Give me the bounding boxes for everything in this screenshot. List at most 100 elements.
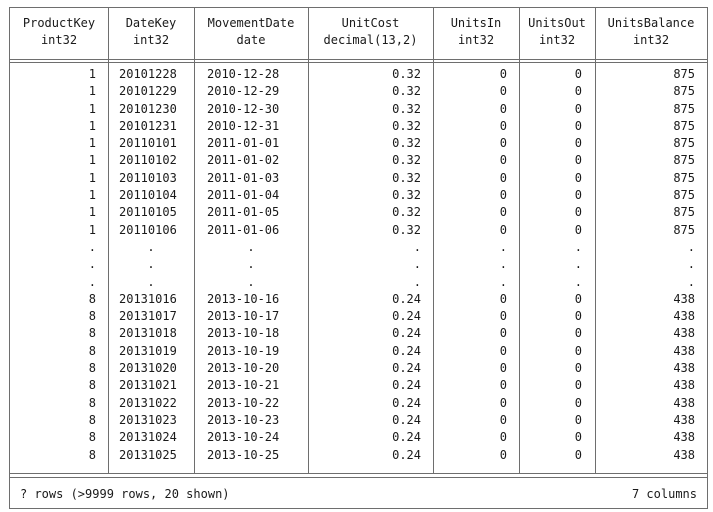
table-cell-productkey: 1 <box>88 188 96 203</box>
row-count-label: ? rows (>9999 rows, 20 shown) <box>20 487 230 501</box>
table-cell-movementdate: 2013-10-17 <box>207 309 280 324</box>
table-cell-datekey: . <box>147 257 155 272</box>
table-cell-unitcost: 0.32 <box>392 136 421 151</box>
table-cell-unitsbalance: 438 <box>673 378 695 393</box>
table-cell-unitsout: 0 <box>574 118 582 133</box>
table-cell-productkey: 8 <box>88 412 96 427</box>
column-count-label: 7 columns <box>631 487 697 501</box>
table-cell-unitsout: 0 <box>574 395 582 410</box>
table-cell-productkey: 1 <box>88 170 96 185</box>
table-cell-unitsout: 0 <box>574 361 582 376</box>
table-cell-movementdate: 2010-12-28 <box>207 67 280 81</box>
table-cell-movementdate: 2013-10-23 <box>207 412 280 427</box>
column-type: int32 <box>40 33 78 47</box>
table-cell-unitcost: 0.32 <box>392 118 421 133</box>
table-row: 8 20131025 2013-10-25 0.24 0 0 438 <box>10 447 707 464</box>
table-cell-productkey: 1 <box>88 205 96 220</box>
column-divider <box>308 8 309 473</box>
table-cell-unitsbalance: 875 <box>673 153 695 168</box>
table-cell-unitcost: 0.32 <box>392 101 421 116</box>
table-row: ....... <box>10 274 707 291</box>
table-cell-unitcost: 0.32 <box>392 67 421 81</box>
table-row: 1 20101228 2010-12-28 0.32 0 0 875 <box>10 66 707 83</box>
table-cell-datekey: . <box>147 239 155 254</box>
table-cell-unitsout: . <box>574 239 582 254</box>
table-cell-unitsbalance: 438 <box>673 447 695 462</box>
table-cell-productkey: 8 <box>88 430 96 445</box>
table-cell-unitsout: 0 <box>574 67 582 81</box>
table-cell-movementdate: 2011-01-01 <box>207 136 280 151</box>
column-header-datekey: DateKey int32 <box>108 8 194 59</box>
table-cell-movementdate: 2013-10-21 <box>207 378 280 393</box>
table-row: 1 20101229 2010-12-29 0.32 0 0 875 <box>10 83 707 100</box>
column-name: ProductKey <box>22 16 96 30</box>
table-row: 8 20131021 2013-10-21 0.24 0 0 438 <box>10 377 707 394</box>
table-cell-unitsin: 0 <box>499 395 507 410</box>
table-row: 8 20131024 2013-10-24 0.24 0 0 438 <box>10 429 707 446</box>
column-header-movementdate: MovementDate date <box>194 8 308 59</box>
table-cell-unitsin: 0 <box>499 136 507 151</box>
table-cell-productkey: 8 <box>88 309 96 324</box>
table-cell-unitcost: 0.24 <box>392 326 421 341</box>
column-type: date <box>236 33 266 47</box>
table-cell-unitsin: . <box>499 239 507 254</box>
table-cell-unitsbalance: . <box>687 239 695 254</box>
column-divider <box>108 8 109 473</box>
table-cell-unitsin: 0 <box>499 118 507 133</box>
column-name: UnitsIn <box>450 16 502 30</box>
column-divider <box>519 8 520 473</box>
table-cell-unitsin: 0 <box>499 67 507 81</box>
table-cell-unitcost: . <box>413 274 421 289</box>
table-cell-unitsout: 0 <box>574 170 582 185</box>
table-cell-unitcost: 0.24 <box>392 361 421 376</box>
table-cell-unitsin: 0 <box>499 101 507 116</box>
table-cell-unitsout: 0 <box>574 291 582 306</box>
table-cell-unitcost: 0.32 <box>392 153 421 168</box>
table-cell-unitsbalance: 875 <box>673 222 695 237</box>
footer-divider-top <box>10 473 707 474</box>
table-row: 1 20101230 2010-12-30 0.32 0 0 875 <box>10 101 707 118</box>
table-cell-unitsbalance: 875 <box>673 67 695 81</box>
table-cell-movementdate: 2013-10-20 <box>207 361 280 376</box>
table-cell-productkey: 1 <box>88 153 96 168</box>
table-cell-unitcost: 0.32 <box>392 170 421 185</box>
table-cell-unitsout: . <box>574 257 582 272</box>
table-cell-unitcost: 0.24 <box>392 447 421 462</box>
table-cell-movementdate: 2011-01-03 <box>207 170 280 185</box>
table-cell-datekey: 20101231 <box>119 118 177 133</box>
table-header: ProductKey int32 DateKey int32 MovementDate d… <box>10 8 707 59</box>
table-cell-unitsin: 0 <box>499 343 507 358</box>
table-cell-unitsbalance: 438 <box>673 395 695 410</box>
table-cell-unitcost: 0.24 <box>392 395 421 410</box>
table-cell-unitsin: 0 <box>499 430 507 445</box>
table-cell-productkey: 1 <box>88 101 96 116</box>
table-cell-unitsbalance: 438 <box>673 291 695 306</box>
table-cell-datekey: 20131025 <box>119 447 177 462</box>
table-cell-unitsin: 0 <box>499 188 507 203</box>
table-cell-datekey: 20131023 <box>119 412 177 427</box>
table-cell-unitsin: 0 <box>499 361 507 376</box>
column-header-unitsout: UnitsOut int32 <box>519 8 595 59</box>
table-row: 8 20131019 2013-10-19 0.24 0 0 438 <box>10 343 707 360</box>
table-cell-datekey: 20110105 <box>119 205 177 220</box>
table-row: 1 20110103 2011-01-03 0.32 0 0 875 <box>10 170 707 187</box>
table-cell-movementdate: 2013-10-22 <box>207 395 280 410</box>
table-cell-unitsbalance: 438 <box>673 309 695 324</box>
result-table: ProductKey int32 DateKey int32 MovementDate d… <box>9 7 708 509</box>
table-cell-unitsbalance: 438 <box>673 430 695 445</box>
table-cell-movementdate: 2010-12-30 <box>207 101 280 116</box>
table-row: 1 20110106 2011-01-06 0.32 0 0 875 <box>10 222 707 239</box>
table-cell-unitsout: 0 <box>574 343 582 358</box>
table-cell-movementdate: 2011-01-02 <box>207 153 280 168</box>
table-cell-unitsout: 0 <box>574 430 582 445</box>
table-cell-unitcost: 0.24 <box>392 378 421 393</box>
table-cell-unitsout: 0 <box>574 378 582 393</box>
table-cell-unitcost: 0.24 <box>392 343 421 358</box>
table-cell-productkey: 8 <box>88 395 96 410</box>
table-cell-movementdate: . <box>247 257 255 272</box>
table-cell-productkey: 1 <box>88 222 96 237</box>
table-cell-unitsin: 0 <box>499 170 507 185</box>
column-divider <box>595 8 596 473</box>
column-divider <box>194 8 195 473</box>
table-cell-unitsout: 0 <box>574 153 582 168</box>
